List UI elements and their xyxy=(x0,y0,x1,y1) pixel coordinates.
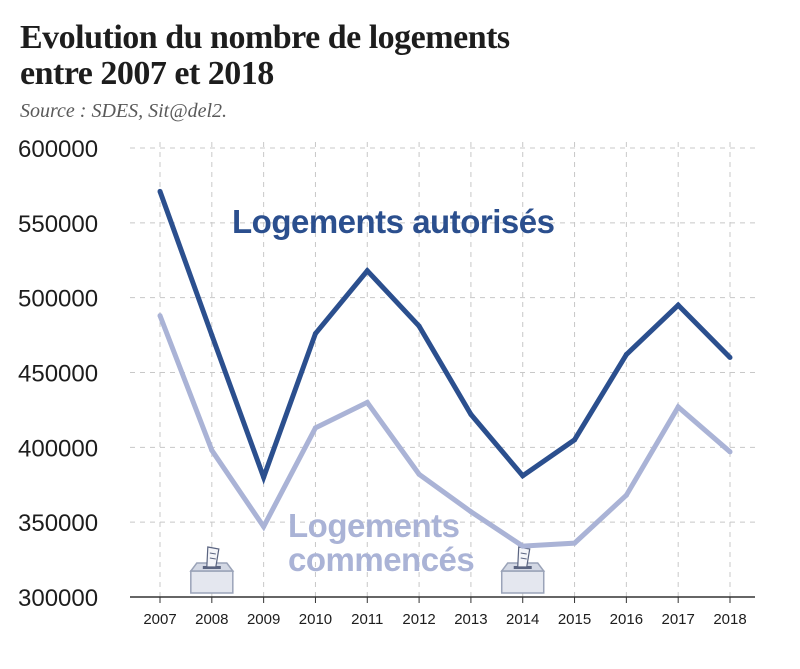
chart-source: Source : SDES, Sit@del2. xyxy=(20,100,228,122)
x-tick-label: 2008 xyxy=(195,611,228,628)
x-tick-label: 2018 xyxy=(713,611,746,628)
ballot-box-icon xyxy=(500,546,546,594)
series-line-commences xyxy=(157,314,732,549)
data-point-commences xyxy=(727,449,733,455)
axes: 300000 350000 400000 450000 500000 550000 6000… xyxy=(18,136,755,628)
data-point-commences xyxy=(520,543,526,549)
data-point-commences xyxy=(312,425,318,431)
series-label-commences-line: commencés xyxy=(288,541,474,578)
data-point-commences xyxy=(623,492,629,498)
data-point-autorises xyxy=(312,331,318,337)
chart-title-line-2: entre 2007 et 2018 xyxy=(20,55,274,92)
data-point-autorises xyxy=(364,268,370,274)
data-point-autorises xyxy=(209,332,215,338)
chart-title: Evolution du nombre de logements entre 2… xyxy=(20,20,720,92)
y-tick-label: 400000 xyxy=(18,435,98,462)
series-label-commences-line: Logements xyxy=(288,507,460,544)
data-point-autorises xyxy=(468,411,474,417)
data-point-autorises xyxy=(675,302,681,308)
data-point-commences xyxy=(675,404,681,410)
data-point-autorises xyxy=(623,352,629,358)
data-point-commences xyxy=(209,447,215,453)
data-point-autorises xyxy=(261,474,267,480)
data-point-commences xyxy=(416,471,422,477)
data-point-commences xyxy=(157,313,163,319)
ballot-box-icon xyxy=(189,546,235,594)
data-point-autorises xyxy=(157,188,163,194)
x-tick-label: 2010 xyxy=(299,611,332,628)
x-tick-label: 2017 xyxy=(661,611,694,628)
data-point-autorises xyxy=(416,323,422,329)
y-tick-label: 450000 xyxy=(18,361,98,388)
x-tick-label: 2011 xyxy=(351,611,383,628)
x-tick-label: 2015 xyxy=(558,611,591,628)
data-point-autorises xyxy=(520,473,526,479)
y-tick-label: 500000 xyxy=(18,286,98,313)
x-tick-label: 2007 xyxy=(143,611,176,628)
y-tick-label: 600000 xyxy=(18,136,98,163)
grid xyxy=(130,142,755,597)
series-label-autorises: Logements autorisés xyxy=(232,203,554,240)
x-tick-label: 2013 xyxy=(454,611,487,628)
y-tick-label: 300000 xyxy=(18,585,98,612)
icons xyxy=(189,546,546,594)
data-point-commences xyxy=(261,524,267,530)
data-point-autorises xyxy=(572,437,578,443)
data-point-commences xyxy=(364,399,370,405)
x-tick-label: 2012 xyxy=(402,611,435,628)
series-line-autorises xyxy=(157,190,732,485)
chart-title-line-1: Evolution du nombre de logements xyxy=(20,19,510,56)
y-tick-label: 550000 xyxy=(18,211,98,238)
y-tick-label: 350000 xyxy=(18,510,98,537)
x-tick-label: 2016 xyxy=(610,611,643,628)
data-point-commences xyxy=(468,509,474,515)
series xyxy=(157,188,733,549)
data-point-commences xyxy=(572,540,578,546)
x-tick-label: 2014 xyxy=(506,611,539,628)
x-tick-label: 2009 xyxy=(247,611,280,628)
data-point-autorises xyxy=(727,355,733,361)
